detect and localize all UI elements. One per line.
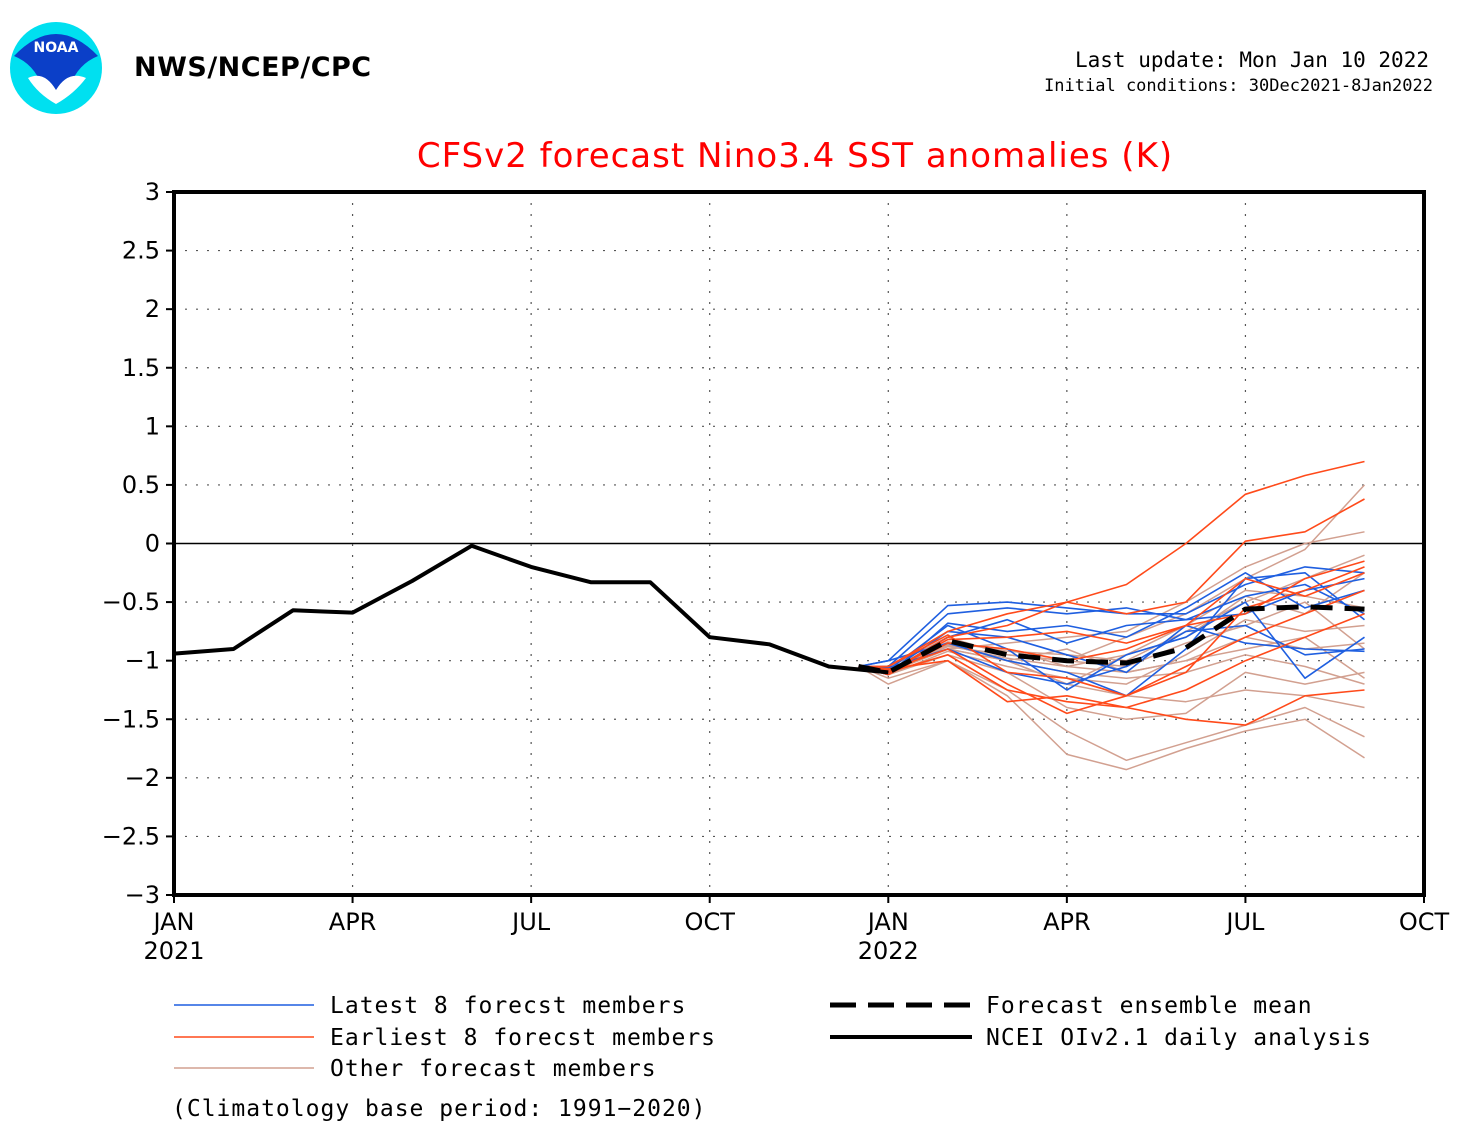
legend: Latest 8 forecst members Earliest 8 forec… bbox=[172, 993, 1372, 1122]
other-member-line bbox=[858, 659, 1365, 762]
legend-label: Earliest 8 forecst members bbox=[330, 1025, 716, 1051]
x-tick-label: APR bbox=[329, 908, 377, 936]
earliest-member-line bbox=[858, 572, 1365, 676]
x-tick-year-label: 2021 bbox=[143, 937, 204, 965]
y-tick-label: 0 bbox=[145, 530, 160, 558]
other-member-line bbox=[858, 636, 1365, 674]
y-tick-label: −2 bbox=[125, 764, 160, 792]
earliest-member-line bbox=[858, 653, 1365, 726]
x-tick-label: JAN bbox=[866, 908, 909, 936]
forecast-members-layer bbox=[858, 460, 1366, 771]
y-tick-label: −1.5 bbox=[102, 705, 160, 733]
observed-analysis-line bbox=[173, 543, 889, 675]
legend-label: Forecast ensemble mean bbox=[986, 993, 1313, 1019]
x-tick-label: JAN bbox=[151, 908, 194, 936]
earliest-member-line bbox=[858, 560, 1365, 674]
y-tick-label: 3 bbox=[145, 178, 160, 206]
initial-conditions: Initial conditions: 30Dec2021-8Jan2022 bbox=[1044, 76, 1433, 96]
earliest-member-line bbox=[858, 589, 1365, 697]
chart-title: CFSv2 forecast Nino3.4 SST anomalies (K) bbox=[416, 136, 1174, 176]
x-tick-label: JUL bbox=[510, 908, 551, 936]
y-tick-label: −0.5 bbox=[102, 588, 160, 616]
other-member-line bbox=[858, 589, 1365, 685]
ensemble-mean-line bbox=[858, 604, 1365, 675]
x-tick-label: OCT bbox=[1399, 908, 1450, 936]
legend-label: Latest 8 forecst members bbox=[330, 993, 686, 1019]
legend-label: NCEI OIv2.1 daily analysis bbox=[986, 1025, 1372, 1051]
x-tick-year-label: 2022 bbox=[858, 937, 919, 965]
y-tick-label: 2.5 bbox=[122, 237, 160, 265]
earliest-member-line bbox=[858, 498, 1365, 674]
organization-label: NWS/NCEP/CPC bbox=[134, 52, 372, 83]
latest-member-line bbox=[858, 571, 1365, 697]
x-tick-label: JUL bbox=[1224, 908, 1265, 936]
earliest-member-line bbox=[858, 460, 1365, 668]
climatology-footnote: (Climatology base period: 1991−2020) bbox=[172, 1096, 707, 1122]
y-tick-label: −2.5 bbox=[102, 822, 160, 850]
earliest-member-line bbox=[858, 613, 1365, 709]
y-tick-label: 1.5 bbox=[122, 354, 160, 382]
x-tick-label: OCT bbox=[685, 908, 736, 936]
svg-text:NOAA: NOAA bbox=[34, 40, 79, 56]
legend-label: Other forecast members bbox=[330, 1056, 657, 1082]
y-tick-label: 2 bbox=[145, 295, 160, 323]
y-tick-label: 1 bbox=[145, 412, 160, 440]
latest-member-line bbox=[858, 577, 1365, 668]
y-tick-label: 0.5 bbox=[122, 471, 160, 499]
grid-layer bbox=[174, 192, 1424, 895]
other-member-line bbox=[858, 659, 1365, 771]
main-series-layer bbox=[173, 543, 1365, 675]
noaa-logo: NOAA bbox=[8, 20, 104, 116]
axis-ticks-layer: 32.521.510.50−0.5−1−1.5−2−2.5−3JAN2021AP… bbox=[102, 178, 1450, 965]
last-update: Last update: Mon Jan 10 2022 bbox=[1074, 48, 1429, 72]
x-tick-label: APR bbox=[1043, 908, 1091, 936]
y-tick-label: −1 bbox=[125, 647, 160, 675]
y-tick-label: −3 bbox=[125, 881, 160, 909]
